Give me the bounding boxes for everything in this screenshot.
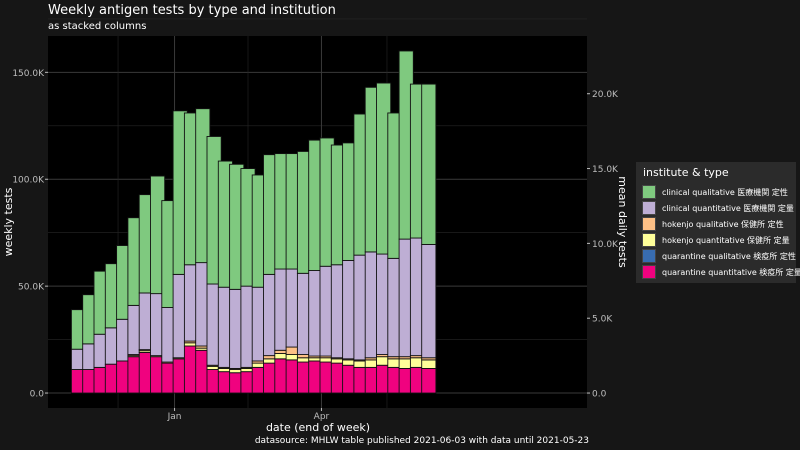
x-axis-label: date (end of week) [266, 421, 370, 434]
legend-label: quarantine quantitative 検疫所 定量 [662, 267, 800, 277]
chart-caption: datasource: MHLW table published 2021-06… [255, 436, 589, 446]
chart-title: Weekly antigen tests by type and institu… [48, 3, 336, 18]
legend-label: clinical qualitative 医療機関 定性 [662, 187, 788, 197]
legend-swatch [642, 201, 656, 215]
legend-item: clinical quantitative 医療機関 定量 [642, 200, 794, 216]
y-right-tick-label: 20.0K [592, 90, 619, 100]
x-tick-label: Jan [167, 412, 182, 422]
legend-swatch [642, 233, 656, 247]
chart-subtitle: as stacked columns [48, 21, 146, 32]
y-tick-label: 150.0K [12, 69, 45, 79]
axes: 0.0 50.0K 100.0K 150.0K 0.0 5.0K 10.0K 15.0K 20.… [12, 69, 619, 422]
bar-segment [421, 243, 437, 359]
legend-label: quarantine qualitative 検疫所 定性 [662, 251, 796, 261]
y-right-tick-label: 5.0K [592, 315, 613, 325]
y-right-tick-label: 15.0K [592, 165, 619, 175]
legend-label: hokenjo qualitative 保健所 定性 [662, 219, 784, 229]
bar-segment [421, 83, 437, 245]
y-tick-label: 50.0K [18, 283, 45, 293]
legend-item: quarantine qualitative 検疫所 定性 [642, 248, 796, 264]
legend-item: hokenjo quantitative 保健所 定量 [642, 232, 790, 248]
y-right-tick-label: 10.0K [592, 240, 619, 250]
y-tick-label: 100.0K [12, 176, 45, 186]
legend-swatch [642, 249, 656, 263]
legend-item: clinical qualitative 医療機関 定性 [642, 184, 790, 200]
legend-swatch [642, 217, 656, 231]
bar-segment [421, 359, 437, 369]
legend-swatch [642, 265, 656, 279]
bars [70, 50, 437, 394]
y-right-tick-label: 0.0 [592, 390, 607, 400]
legend: institute & type clinical qualitative 医療… [636, 162, 800, 283]
legend-item: hokenjo qualitative 保健所 定性 [642, 216, 790, 232]
legend-swatch [642, 185, 656, 199]
y-axis-label: weekly tests [2, 187, 15, 256]
y-tick-label: 0.0 [30, 390, 45, 400]
legend-item: quarantine quantitative 検疫所 定量 [642, 264, 800, 280]
x-tick-label: Apr [314, 412, 330, 422]
legend-title: institute & type [643, 166, 729, 179]
bar-segment [421, 368, 437, 394]
legend-label: hokenjo quantitative 保健所 定量 [662, 235, 790, 245]
y-axis-right-label: mean daily tests [616, 176, 629, 268]
legend-label: clinical quantitative 医療機関 定量 [662, 203, 794, 213]
